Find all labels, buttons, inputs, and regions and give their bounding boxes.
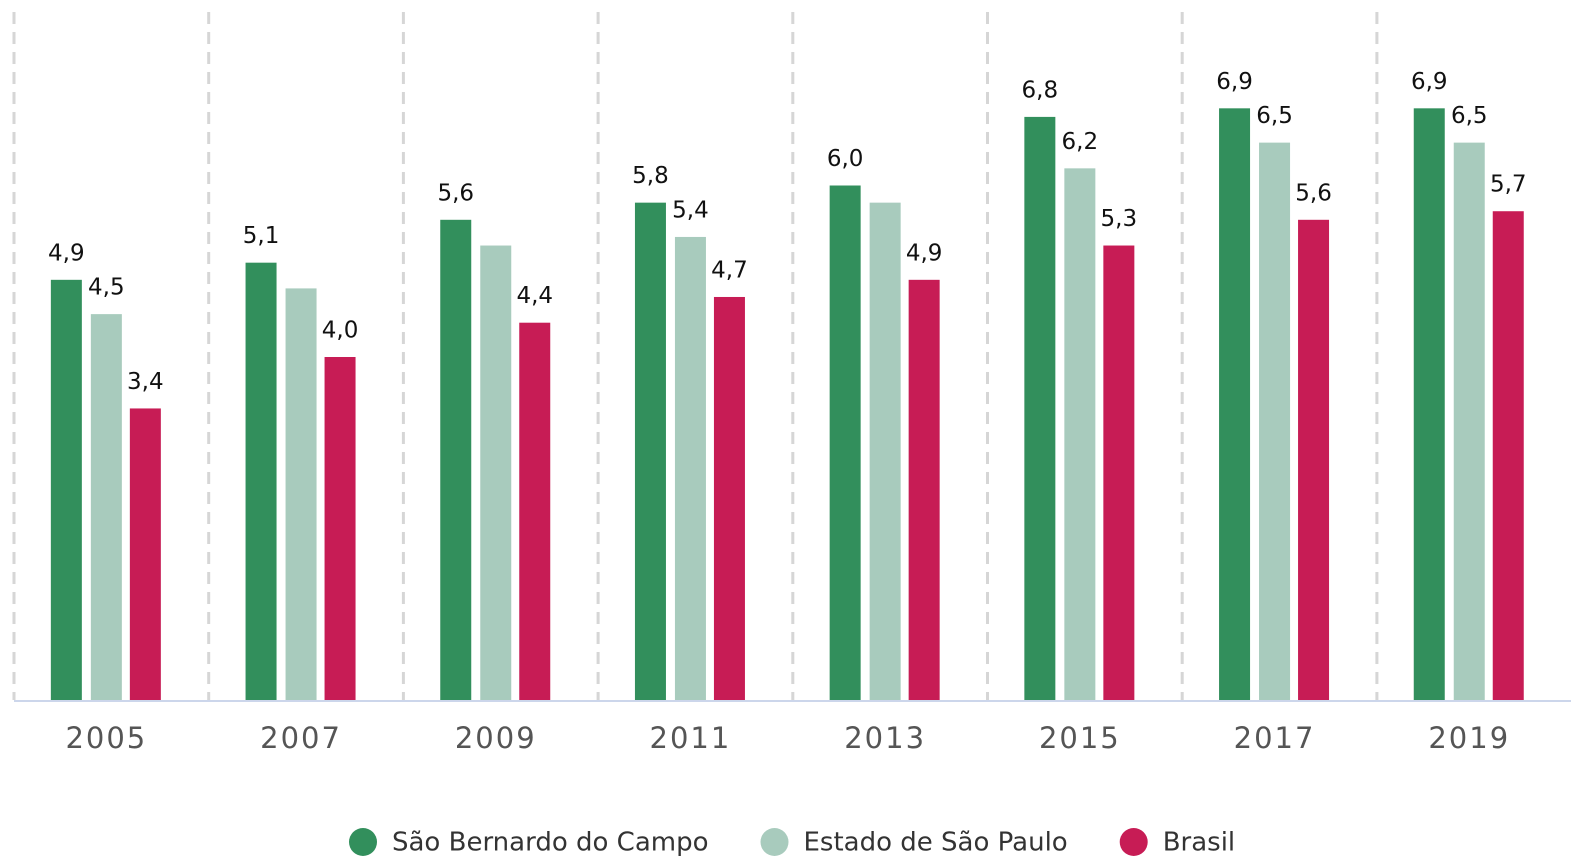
bar <box>1492 211 1524 700</box>
data-label: 4,5 <box>88 275 125 301</box>
bar <box>713 296 745 700</box>
data-label: 4,9 <box>906 240 943 266</box>
data-label: 6,2 <box>1062 129 1099 155</box>
x-tick-label: 2011 <box>650 721 732 755</box>
x-tick-label: 2015 <box>1039 721 1121 755</box>
x-tick-label: 2009 <box>455 721 537 755</box>
data-label: 5,4 <box>672 197 709 223</box>
bar <box>519 322 551 700</box>
legend-marker <box>1119 828 1148 856</box>
bar <box>1413 108 1445 700</box>
data-label: 5,1 <box>243 223 280 249</box>
legend-label: Estado de São Paulo <box>804 828 1068 858</box>
bar <box>245 262 277 700</box>
bar <box>908 279 940 700</box>
data-label: 6,8 <box>1022 77 1059 103</box>
bar <box>634 202 666 700</box>
data-label: 5,6 <box>1295 180 1332 206</box>
bar <box>90 314 122 700</box>
bar <box>129 408 161 700</box>
legend-marker <box>760 828 789 856</box>
bar <box>1298 219 1330 701</box>
x-tick-label: 2013 <box>844 721 926 755</box>
x-tick-label: 2005 <box>65 721 147 755</box>
data-label: 4,7 <box>711 257 748 283</box>
data-label: 5,6 <box>437 180 474 206</box>
data-label: 6,9 <box>1216 69 1253 95</box>
bar <box>869 202 901 700</box>
data-label: 3,4 <box>127 369 164 395</box>
bar <box>674 236 706 700</box>
data-label: 6,0 <box>827 146 864 172</box>
bar <box>285 288 317 700</box>
bar <box>1024 116 1056 700</box>
legend-marker <box>349 828 377 856</box>
data-label: 6,5 <box>1256 103 1293 129</box>
bar <box>50 279 82 700</box>
bar <box>1064 168 1096 701</box>
bar <box>1219 108 1251 700</box>
data-label: 5,7 <box>1490 172 1527 198</box>
legend-label: São Bernardo do Campo <box>392 828 709 858</box>
x-tick-label: 2017 <box>1234 721 1316 755</box>
data-label: 4,9 <box>48 240 85 266</box>
bar <box>1103 245 1135 700</box>
data-label: 4,4 <box>516 283 553 309</box>
bar <box>324 357 356 700</box>
legend-label: Brasil <box>1163 828 1235 858</box>
data-label: 5,3 <box>1101 206 1138 232</box>
bar <box>1259 142 1291 700</box>
data-label: 6,9 <box>1411 69 1448 95</box>
data-label: 6,5 <box>1451 103 1488 129</box>
bar <box>480 245 512 700</box>
bar <box>440 219 472 701</box>
x-tick-label: 2019 <box>1428 721 1510 755</box>
bar <box>1453 142 1485 700</box>
x-tick-label: 2007 <box>260 721 342 755</box>
bar <box>829 185 861 700</box>
data-label: 5,8 <box>632 163 669 189</box>
data-label: 4,0 <box>322 318 359 344</box>
